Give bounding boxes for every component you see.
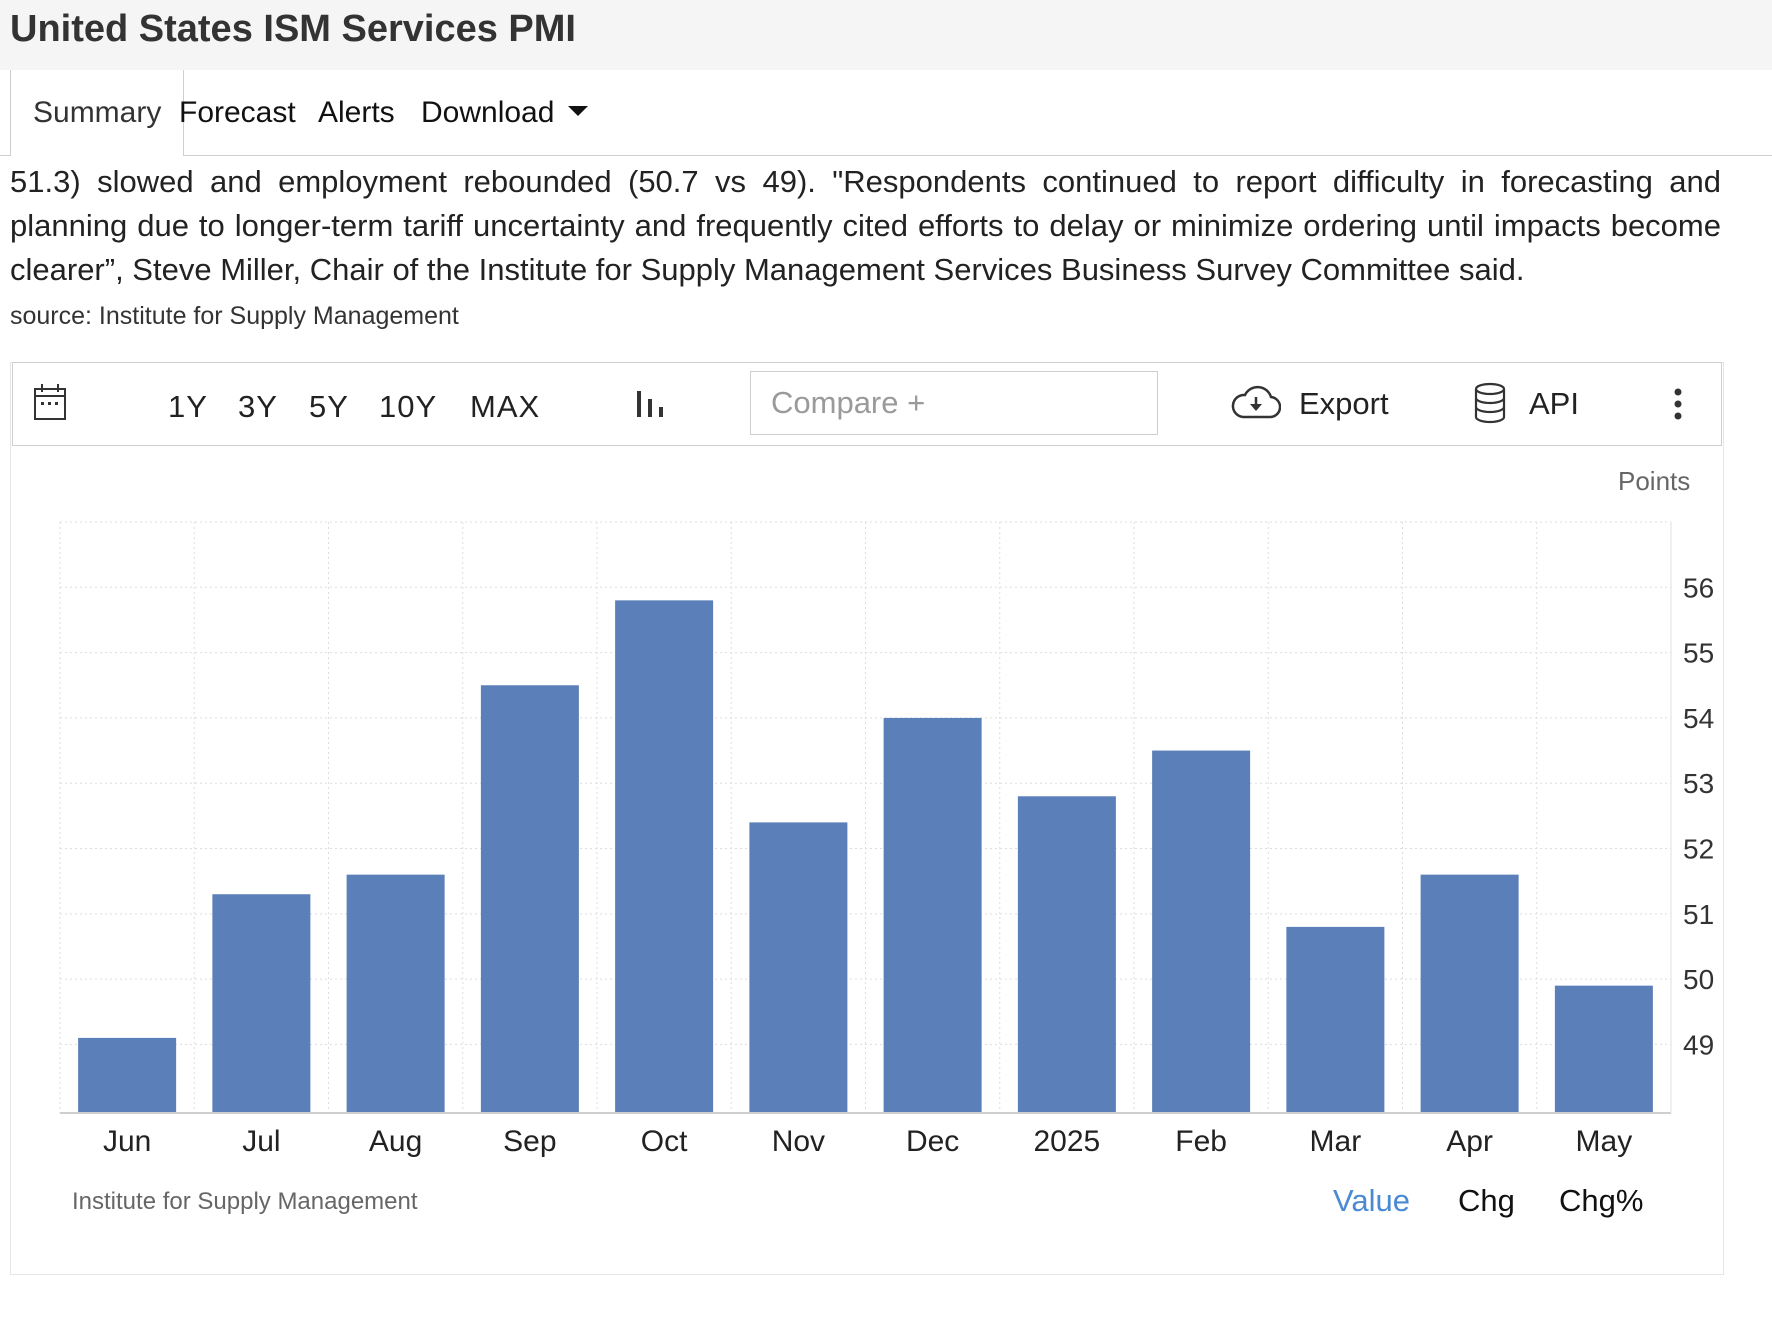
compare-input[interactable]: Compare + — [750, 371, 1158, 435]
chart-toolbar: 1Y 3Y 5Y 10Y MAX Compare + Export API — [12, 362, 1722, 446]
bar-sep — [480, 685, 579, 1113]
y-tick-label: 53 — [1683, 768, 1714, 799]
bar-chart: Jun Jul Aug Sep Oct Nov Dec 2025 Feb Mar Apr May 49 5… — [59, 521, 1714, 1158]
x-tick-label: 2025 — [1034, 1125, 1101, 1158]
x-tick-label: Sep — [503, 1125, 556, 1158]
tab-download-label: Download — [421, 96, 555, 129]
y-tick-label: 56 — [1683, 572, 1714, 603]
x-tick-label: Nov — [772, 1125, 825, 1158]
x-tick-label: Oct — [641, 1125, 688, 1158]
caret-down-icon — [568, 106, 589, 117]
range-max-button[interactable]: MAX — [470, 389, 541, 424]
bar-nov — [749, 822, 848, 1113]
bar-dec — [883, 717, 982, 1113]
range-1y-button[interactable]: 1Y — [168, 389, 208, 424]
bar-2025 — [1017, 796, 1116, 1113]
calendar-icon[interactable] — [33, 383, 67, 429]
cloud-download-icon[interactable] — [1231, 385, 1282, 429]
x-tick-label: May — [1576, 1125, 1633, 1158]
bar-may — [1554, 985, 1653, 1113]
x-tick-label: Dec — [906, 1125, 959, 1158]
x-tick-label: Jul — [242, 1125, 280, 1158]
bar-chart-icon[interactable] — [635, 385, 665, 427]
summary-source: source: Institute for Supply Management — [10, 302, 459, 330]
chg-pct-tab[interactable]: Chg% — [1559, 1183, 1644, 1218]
bar-apr — [1420, 874, 1519, 1113]
api-button[interactable]: API — [1529, 386, 1579, 421]
value-tab[interactable]: Value — [1333, 1183, 1410, 1218]
y-tick-label: 54 — [1683, 703, 1714, 734]
tab-bar: Summary Forecast Alerts Download — [0, 70, 1772, 156]
tab-download[interactable]: Download — [421, 70, 589, 155]
x-tick-label: Jun — [103, 1125, 151, 1158]
y-tick-label: 55 — [1683, 638, 1714, 669]
range-5y-button[interactable]: 5Y — [309, 389, 349, 424]
y-tick-label: 49 — [1683, 1029, 1714, 1060]
y-axis-units: Points — [1618, 466, 1691, 496]
bar-mar — [1286, 926, 1385, 1113]
range-10y-button[interactable]: 10Y — [379, 389, 438, 424]
y-tick-label: 52 — [1683, 834, 1714, 865]
chg-tab[interactable]: Chg — [1458, 1183, 1515, 1218]
bar-oct — [615, 600, 714, 1113]
page-title: United States ISM Services PMI — [10, 8, 576, 50]
bar-aug — [346, 874, 445, 1113]
more-vertical-icon[interactable] — [1673, 387, 1683, 429]
tab-summary[interactable]: Summary — [10, 70, 185, 156]
x-tick-label: Aug — [369, 1125, 422, 1158]
bar-jul — [212, 894, 311, 1113]
x-tick-label: Mar — [1310, 1125, 1362, 1158]
database-icon[interactable] — [1473, 382, 1507, 432]
chart-source: Institute for Supply Management — [72, 1188, 418, 1215]
bar-jun — [78, 1037, 177, 1113]
range-3y-button[interactable]: 3Y — [238, 389, 278, 424]
x-tick-label: Apr — [1446, 1125, 1493, 1158]
x-tick-label: Feb — [1175, 1125, 1227, 1158]
y-tick-label: 50 — [1683, 964, 1714, 995]
tab-forecast[interactable]: Forecast — [179, 96, 296, 129]
summary-text: 51.3) slowed and employment rebounded (5… — [10, 164, 1721, 287]
bar-feb — [1152, 750, 1251, 1113]
page-header: United States ISM Services PMI — [0, 0, 1772, 71]
tab-alerts[interactable]: Alerts — [318, 96, 395, 129]
export-button[interactable]: Export — [1299, 386, 1389, 421]
y-tick-label: 51 — [1683, 899, 1714, 930]
